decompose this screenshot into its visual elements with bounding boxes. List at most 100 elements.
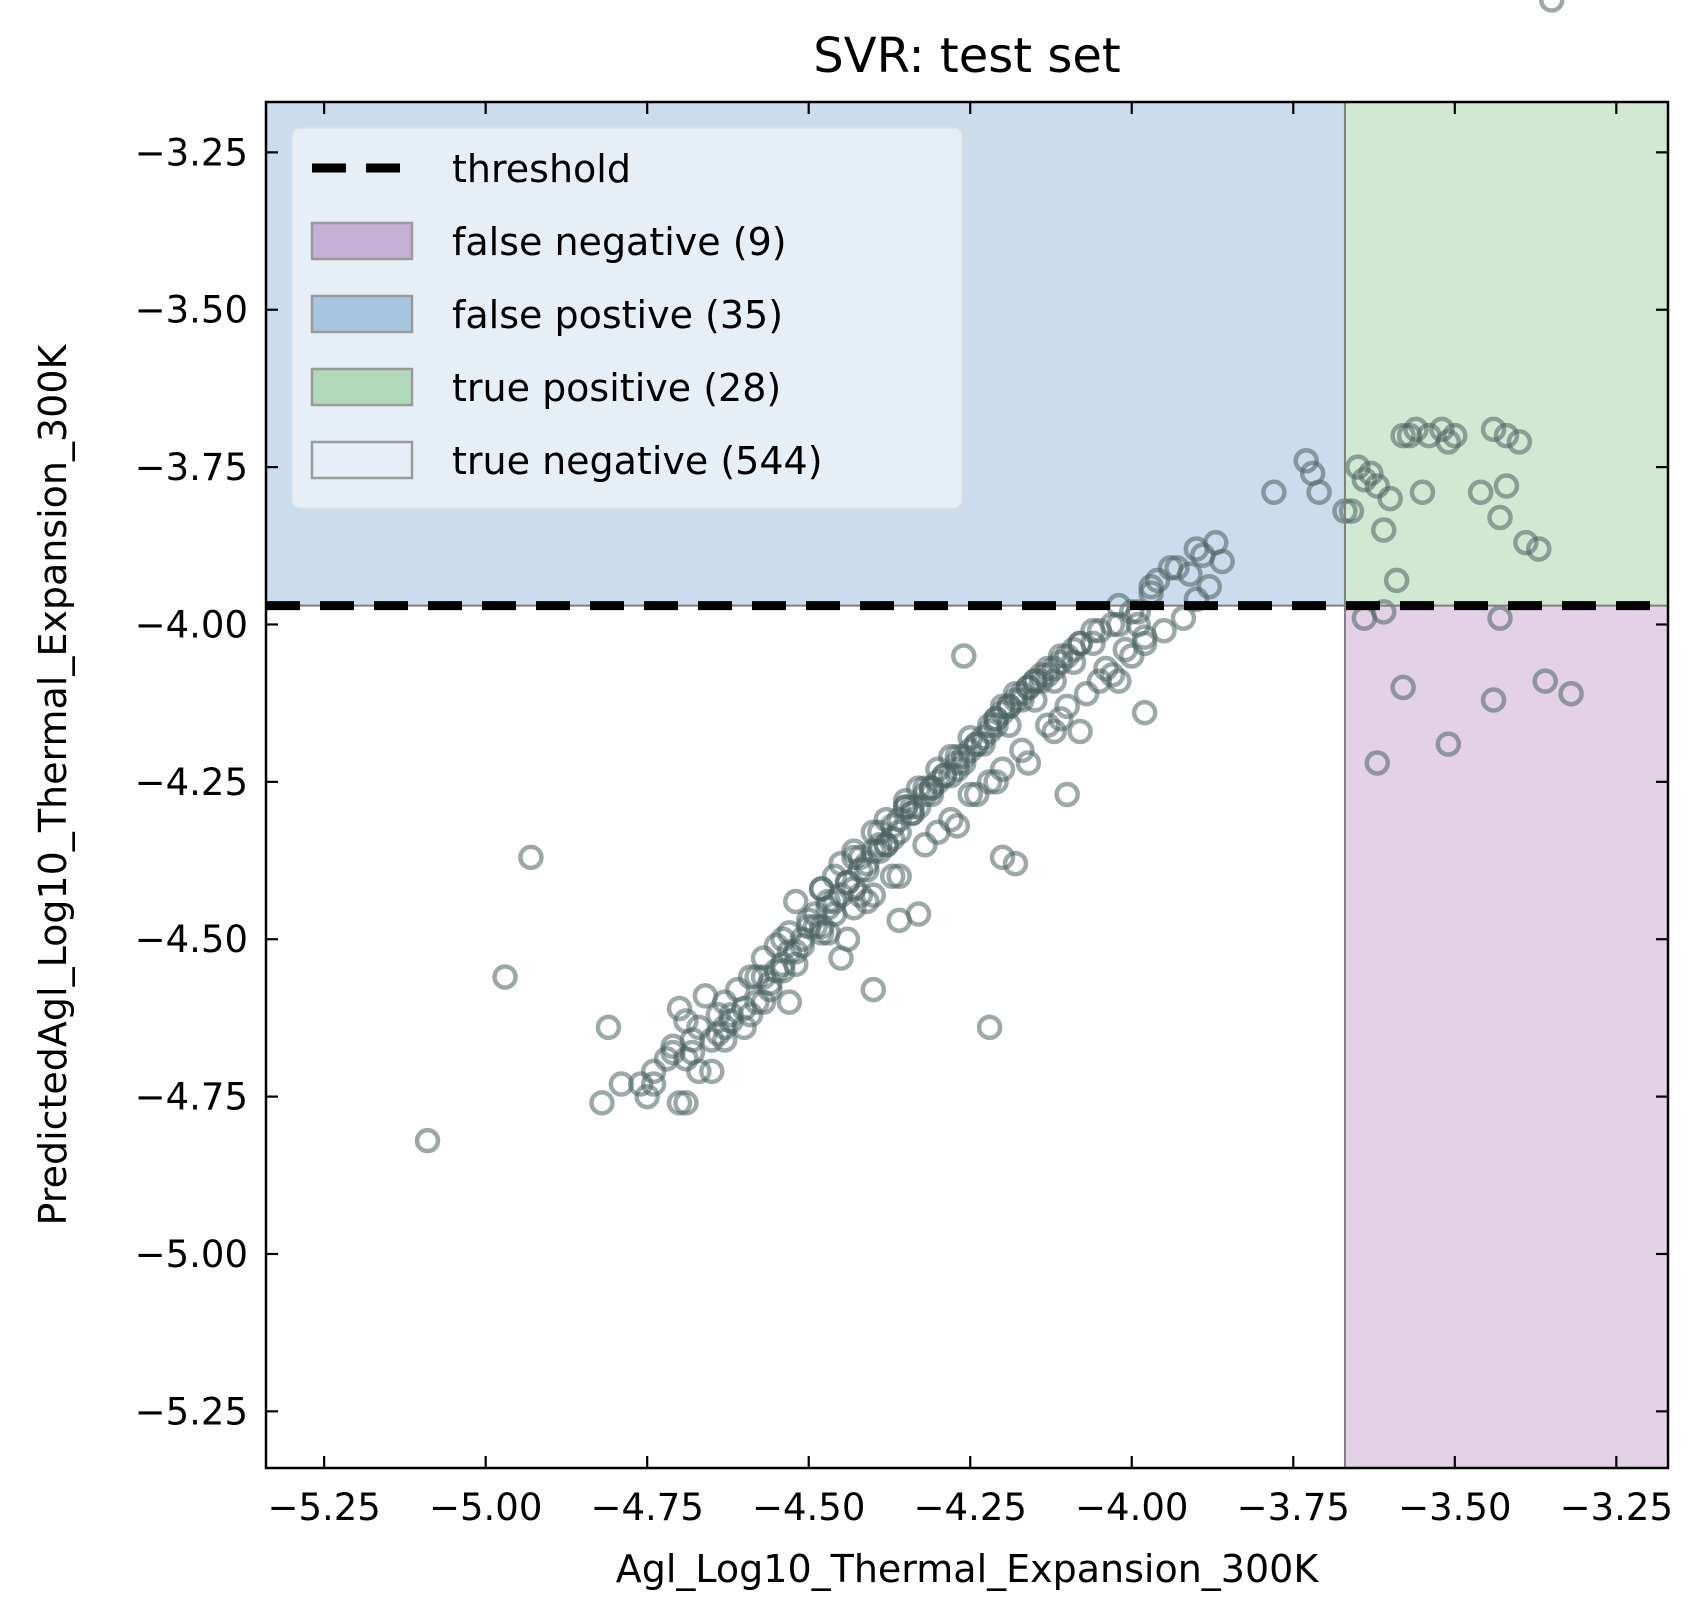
y-tick-label: −5.25 (135, 1390, 248, 1433)
data-point (808, 913, 835, 940)
data-point (1435, 429, 1462, 455)
data-point (776, 989, 803, 1015)
true-positive-region (1344, 102, 1668, 606)
x-tick-label: −3.25 (1560, 1486, 1673, 1529)
false-negative-region (1344, 605, 1668, 1468)
data-point (841, 895, 867, 921)
x-tick-label: −4.25 (914, 1486, 1027, 1529)
data-point (1480, 687, 1507, 713)
data-point (951, 743, 977, 770)
data-point (976, 1014, 1003, 1041)
data-point (1526, 536, 1552, 562)
data-point (867, 819, 893, 845)
data-point (808, 876, 835, 902)
data-point (1293, 448, 1319, 474)
data-point (1164, 555, 1190, 581)
y-tick-label: −5.00 (135, 1233, 248, 1276)
data-point (976, 769, 1003, 795)
data-point (1364, 473, 1391, 499)
data-point (518, 844, 544, 871)
data-point (1396, 422, 1423, 449)
x-tick-label: −5.25 (267, 1486, 380, 1529)
data-point (673, 1046, 699, 1072)
y-tick-label: −4.25 (135, 761, 248, 804)
y-axis-label: PredictedAgl_Log10_Thermal_Expansion_300… (31, 343, 75, 1225)
plot-area-frame (264, 100, 1670, 1470)
data-point (1487, 504, 1513, 531)
chart-title: SVR: test set (813, 28, 1120, 84)
data-point (1377, 485, 1403, 512)
data-point (666, 995, 693, 1022)
data-point (711, 1014, 738, 1041)
x-tick-label: −4.00 (1075, 1486, 1188, 1529)
data-point (1047, 706, 1074, 732)
data-point (783, 888, 809, 915)
data-point (1383, 567, 1410, 594)
legend-label: false negative (9) (452, 220, 787, 264)
data-point (1151, 618, 1177, 644)
data-point (1390, 674, 1416, 701)
data-point (1338, 498, 1365, 524)
data-point (1364, 750, 1391, 776)
legend-swatch (310, 440, 414, 480)
data-point (492, 964, 518, 990)
x-tick-label: −5.00 (429, 1486, 542, 1529)
data-point (1106, 668, 1132, 694)
y-tick-label: −4.00 (135, 603, 248, 646)
data-point (1351, 466, 1378, 493)
data-point (1196, 573, 1223, 600)
y-tick-label: −3.25 (135, 131, 248, 174)
data-point (1125, 611, 1151, 638)
data-point (1054, 693, 1080, 720)
legend-box (291, 127, 963, 509)
data-point (640, 1058, 667, 1085)
data-point (724, 976, 751, 1003)
threshold-lines (266, 102, 1668, 1468)
legend-label: true negative (544) (452, 439, 823, 483)
x-tick-label: −3.75 (1237, 1486, 1350, 1529)
legend-label: false postive (35) (452, 293, 783, 337)
y-tick-label: −3.75 (135, 446, 248, 489)
data-point (886, 806, 912, 833)
data-point (589, 1090, 615, 1116)
data-point (970, 731, 996, 757)
data-point (595, 1014, 622, 1041)
data-point (1009, 737, 1035, 764)
y-axis-ticks: −3.25 −3.50 −3.75 −4.00 −4.25 −4.50 −4.75 −5.00… (135, 131, 1668, 1433)
data-point (1015, 750, 1042, 776)
legend-label: true positive (28) (452, 366, 781, 410)
data-point (783, 951, 809, 978)
data-points (414, 0, 1584, 1154)
data-point (1002, 850, 1029, 877)
legend-swatch (310, 367, 414, 407)
data-point (414, 1127, 441, 1154)
data-point (1099, 662, 1126, 688)
legend-label: threshold (452, 147, 631, 191)
data-point (1170, 605, 1197, 631)
data-point (1532, 668, 1558, 694)
y-tick-label: −4.75 (135, 1076, 248, 1119)
data-point (1144, 567, 1171, 594)
data-point (828, 945, 854, 971)
data-point (886, 863, 912, 890)
data-point (660, 1039, 686, 1066)
data-point (1067, 718, 1093, 745)
data-point (951, 643, 977, 669)
data-point (886, 907, 912, 934)
data-point (1409, 479, 1436, 506)
data-point (1299, 460, 1326, 487)
data-point (1506, 429, 1533, 455)
legend-swatch (310, 294, 414, 334)
data-point (873, 832, 899, 858)
data-point (1487, 605, 1513, 631)
data-point (847, 882, 874, 908)
data-point (1261, 479, 1287, 506)
y-tick-label: −4.50 (135, 918, 248, 961)
data-point (944, 756, 971, 783)
data-point (834, 869, 861, 896)
data-point (1009, 680, 1035, 707)
data-point (912, 832, 938, 858)
data-point (1442, 422, 1468, 449)
data-point (1073, 680, 1100, 707)
